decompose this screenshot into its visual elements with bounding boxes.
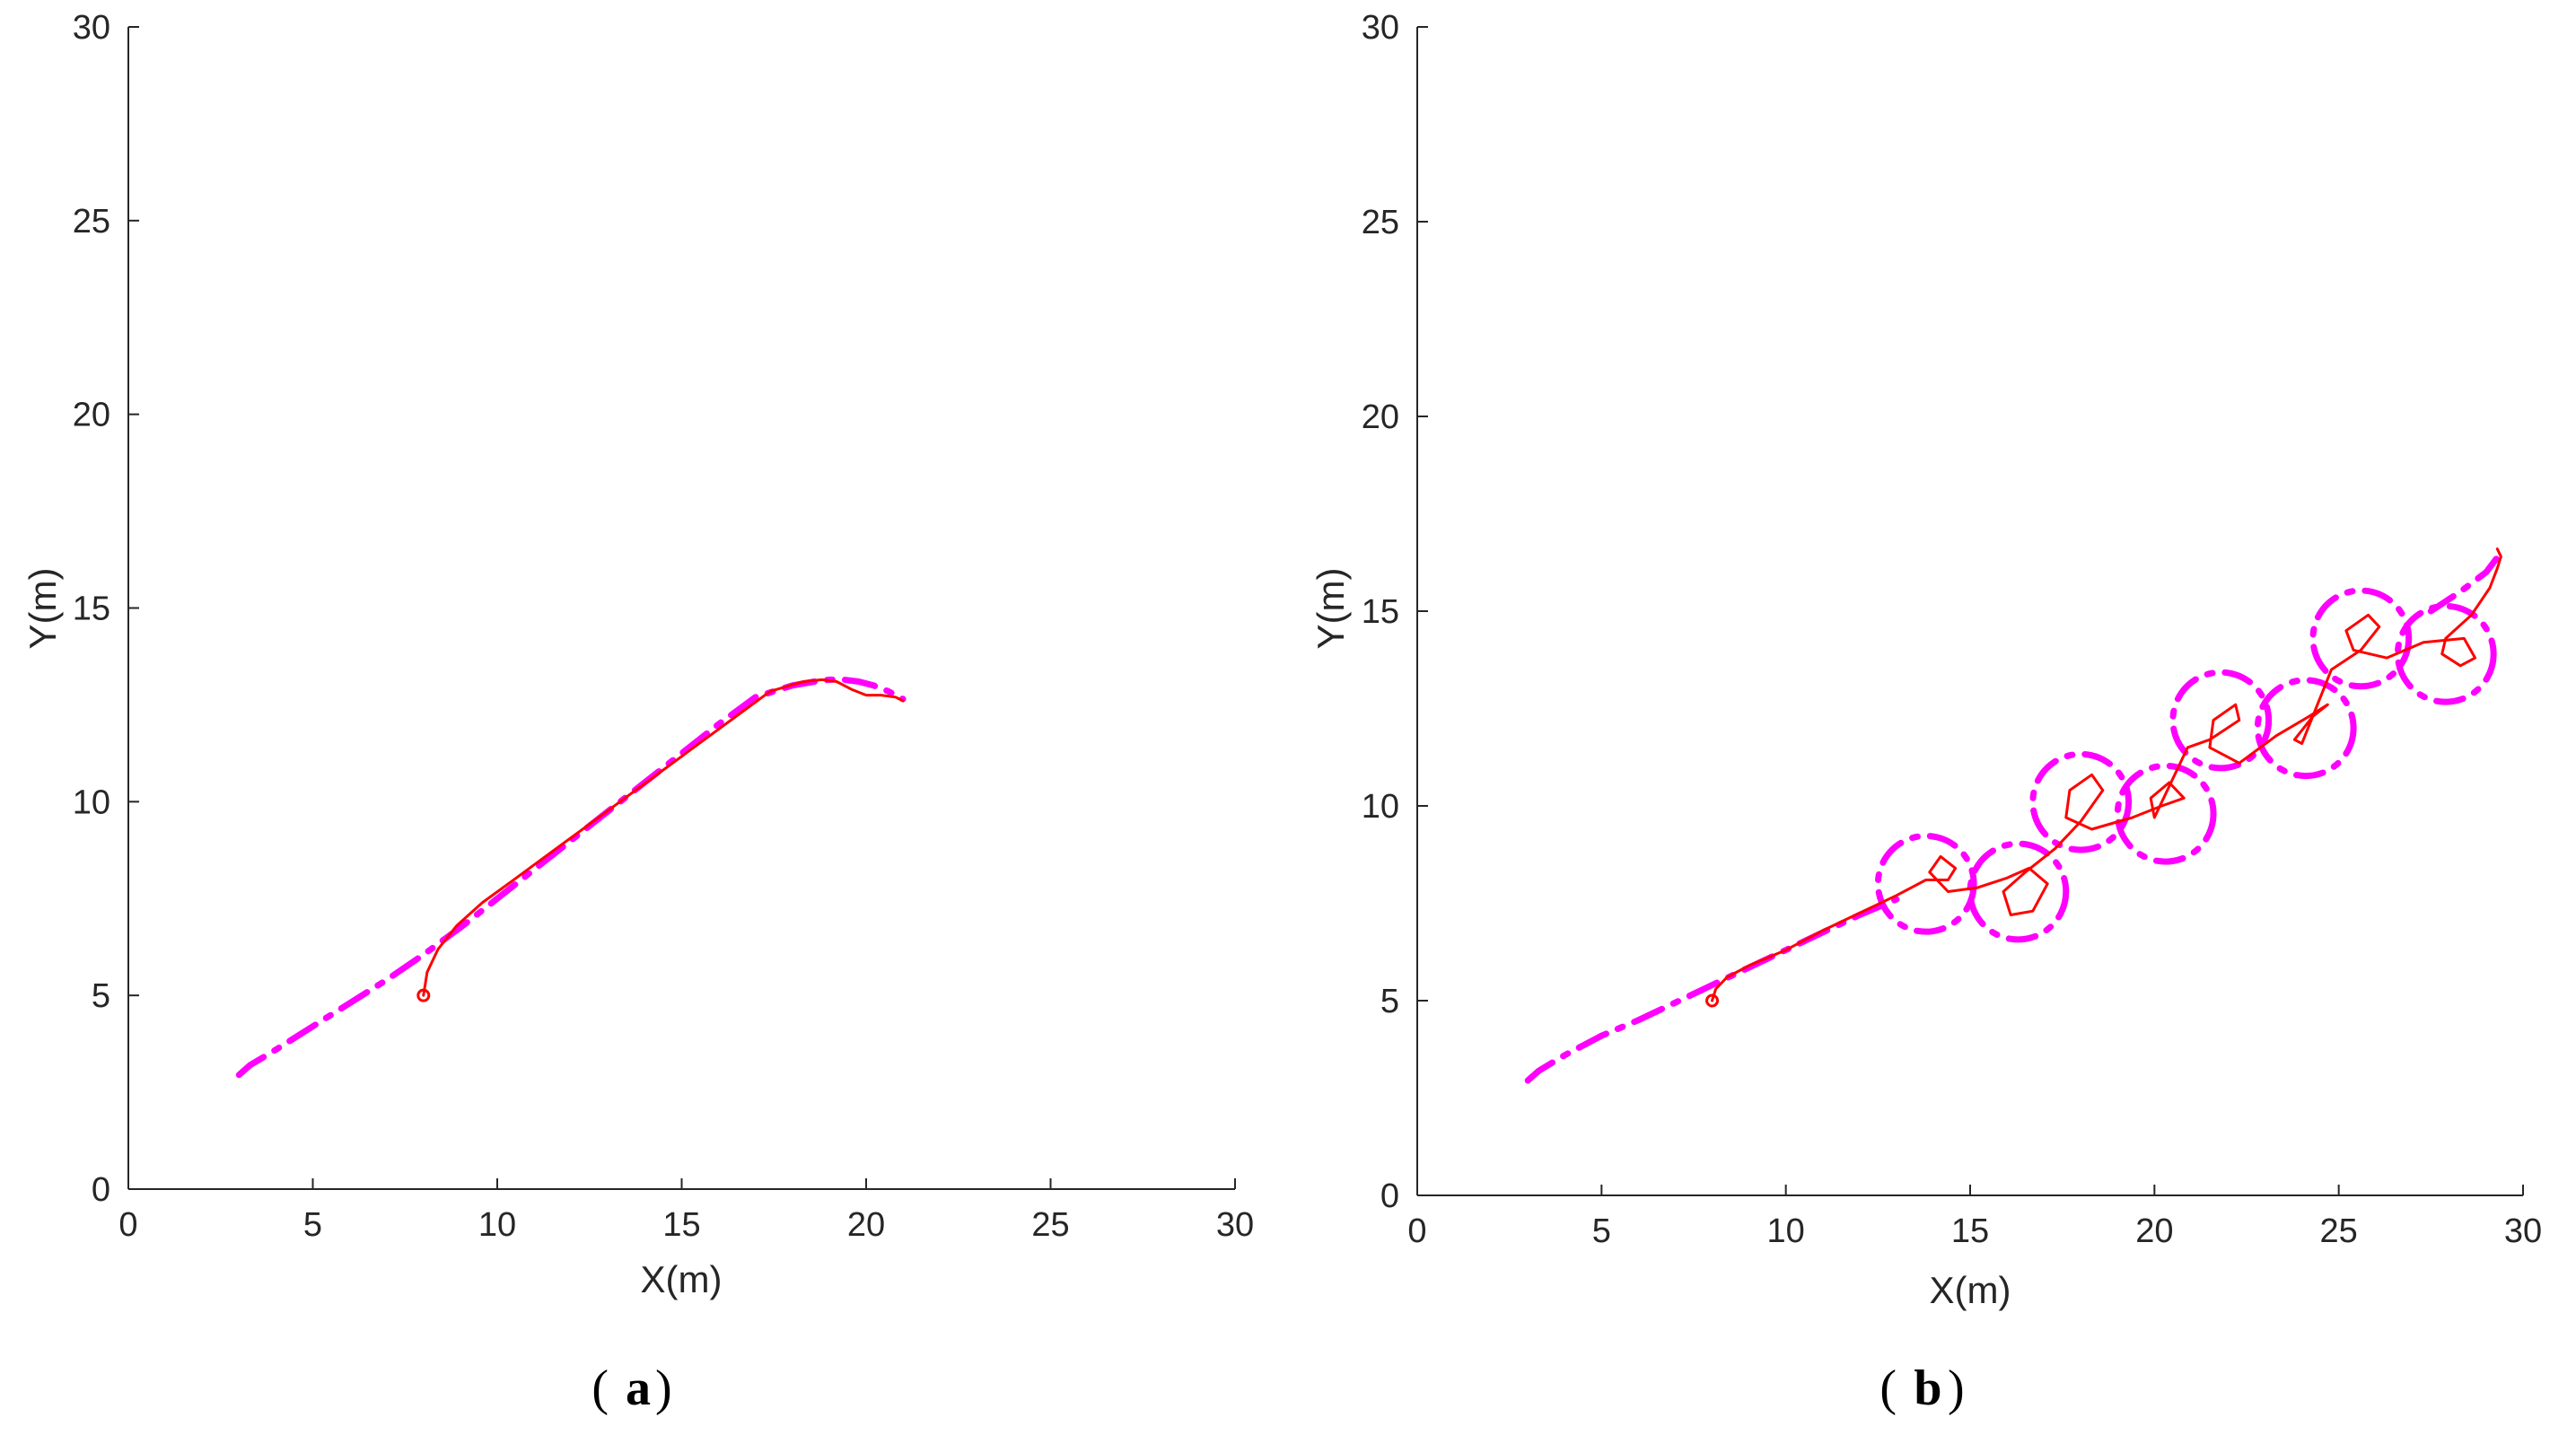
panel-a-x-tick-label: 20	[847, 1206, 885, 1244]
panel-a-reference-path-line	[235, 676, 907, 1079]
panel-b-x-tick-label: 5	[1592, 1212, 1611, 1250]
panel-b-ylabel: Y(m)	[1310, 568, 1352, 650]
panel-a-x-tick-label: 25	[1031, 1206, 1069, 1244]
panel-b-x-tick-label: 15	[1951, 1212, 1989, 1250]
panel-b-reference-circle	[2029, 750, 2133, 853]
panel-a-caption-group: ( a )	[591, 1361, 671, 1416]
panel-b-y-tick-label: 5	[1380, 983, 1399, 1020]
panel-b-y-tick-label: 0	[1380, 1177, 1399, 1215]
panel-b-plot: X(m) Y(m) 0 5 10 15 20 25 30 0 5 10 15 20 25 30	[1310, 9, 2542, 1311]
panel-a-y-tick-label: 5	[92, 977, 110, 1015]
panel-b-caption-open: (	[1879, 1361, 1897, 1416]
panel-a-xlabel: X(m)	[641, 1258, 723, 1300]
panel-b-reference-circle	[2169, 669, 2273, 772]
panel-a-y-tick-label: 0	[92, 1171, 110, 1209]
panel-a-x-tick-label: 0	[118, 1206, 137, 1244]
panel-a-y-tick-label: 15	[73, 591, 110, 628]
panel-b-caption-group: ( b )	[1879, 1361, 1964, 1416]
panel-a-y-tick-label: 10	[73, 783, 110, 821]
panel-b-start-marker	[1705, 993, 1720, 1008]
panel-a-x-tick-label: 15	[662, 1206, 700, 1244]
panel-b-reference-path-line	[1524, 896, 1900, 1084]
panel-b-y-tick-label: 15	[1362, 593, 1399, 631]
panel-a-caption: a	[626, 1361, 651, 1416]
panel-a-start-marker	[416, 988, 431, 1002]
panel-b-reference-circle	[2309, 587, 2413, 690]
panel-b-reference-circle	[2254, 677, 2357, 780]
panel-b-x-tick-label: 25	[2320, 1212, 2358, 1250]
panel-a-y-tick-label: 30	[73, 9, 110, 47]
panel-b-robot-path-line	[1711, 547, 2502, 1002]
panel-b-reference-circle	[1874, 832, 1977, 935]
panel-b-y-tick-label: 10	[1362, 788, 1399, 826]
panel-b-xlabel: X(m)	[1930, 1269, 2011, 1311]
panel-b-reference-circle	[1967, 840, 2070, 943]
panel-b-x-tick-label: 30	[2504, 1212, 2542, 1250]
panel-b-x-tick-label: 20	[2135, 1212, 2173, 1250]
panel-b-x-tick-label: 0	[1407, 1212, 1426, 1250]
panel-a-y-tick-label: 25	[73, 203, 110, 241]
panel-a-plot: X(m) Y(m) 0 5 10 15 20 25 30 0 5 10 15 20 25 30	[22, 9, 1254, 1300]
panel-b-y-tick-label: 20	[1362, 398, 1399, 436]
panel-a-caption-open: (	[591, 1361, 609, 1416]
panel-a-y-tick-label: 20	[73, 397, 110, 434]
panel-b-y-tick-label: 25	[1362, 204, 1399, 241]
panel-b-caption-close: )	[1948, 1361, 1965, 1416]
panel-a-x-tick-label: 5	[303, 1206, 322, 1244]
panel-b-caption: b	[1914, 1361, 1941, 1416]
panel-b-reference-path-end	[2427, 549, 2504, 615]
panel-a-x-tick-label: 10	[478, 1206, 516, 1244]
panel-a-ylabel: Y(m)	[22, 568, 64, 650]
panel-b-reference-circle	[2394, 602, 2497, 705]
panel-b-reference-circle	[2114, 762, 2217, 865]
panel-a-x-tick-label: 30	[1216, 1206, 1254, 1244]
panel-b-y-tick-label: 30	[1362, 9, 1399, 47]
panel-b-x-tick-label: 10	[1767, 1212, 1805, 1250]
panel-a-caption-close: )	[655, 1361, 672, 1416]
panel-a-robot-path-line	[422, 678, 905, 997]
